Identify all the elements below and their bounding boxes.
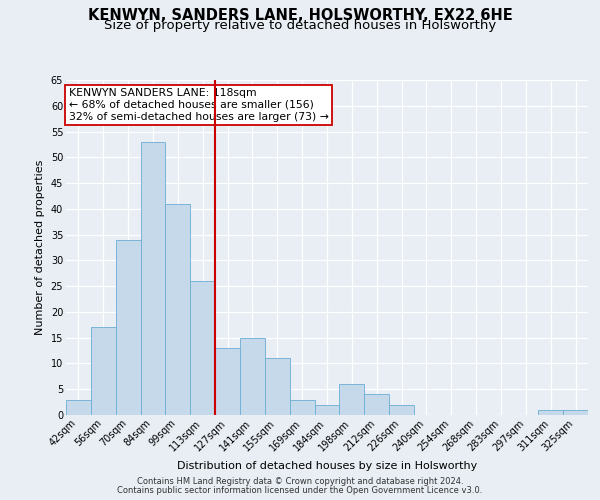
- Text: KENWYN SANDERS LANE: 118sqm
← 68% of detached houses are smaller (156)
32% of se: KENWYN SANDERS LANE: 118sqm ← 68% of det…: [68, 88, 328, 122]
- Text: Contains HM Land Registry data © Crown copyright and database right 2024.: Contains HM Land Registry data © Crown c…: [137, 477, 463, 486]
- Bar: [215, 348, 240, 415]
- X-axis label: Distribution of detached houses by size in Holsworthy: Distribution of detached houses by size …: [177, 461, 477, 471]
- Text: Size of property relative to detached houses in Holsworthy: Size of property relative to detached ho…: [104, 19, 496, 32]
- Bar: [563, 410, 588, 415]
- Bar: [314, 404, 340, 415]
- Bar: [290, 400, 314, 415]
- Text: KENWYN, SANDERS LANE, HOLSWORTHY, EX22 6HE: KENWYN, SANDERS LANE, HOLSWORTHY, EX22 6…: [88, 8, 512, 22]
- Bar: [166, 204, 190, 415]
- Bar: [140, 142, 166, 415]
- Bar: [116, 240, 140, 415]
- Bar: [340, 384, 364, 415]
- Bar: [91, 328, 116, 415]
- Text: Contains public sector information licensed under the Open Government Licence v3: Contains public sector information licen…: [118, 486, 482, 495]
- Bar: [240, 338, 265, 415]
- Bar: [389, 404, 414, 415]
- Bar: [265, 358, 290, 415]
- Bar: [66, 400, 91, 415]
- Bar: [538, 410, 563, 415]
- Bar: [364, 394, 389, 415]
- Y-axis label: Number of detached properties: Number of detached properties: [35, 160, 45, 335]
- Bar: [190, 281, 215, 415]
